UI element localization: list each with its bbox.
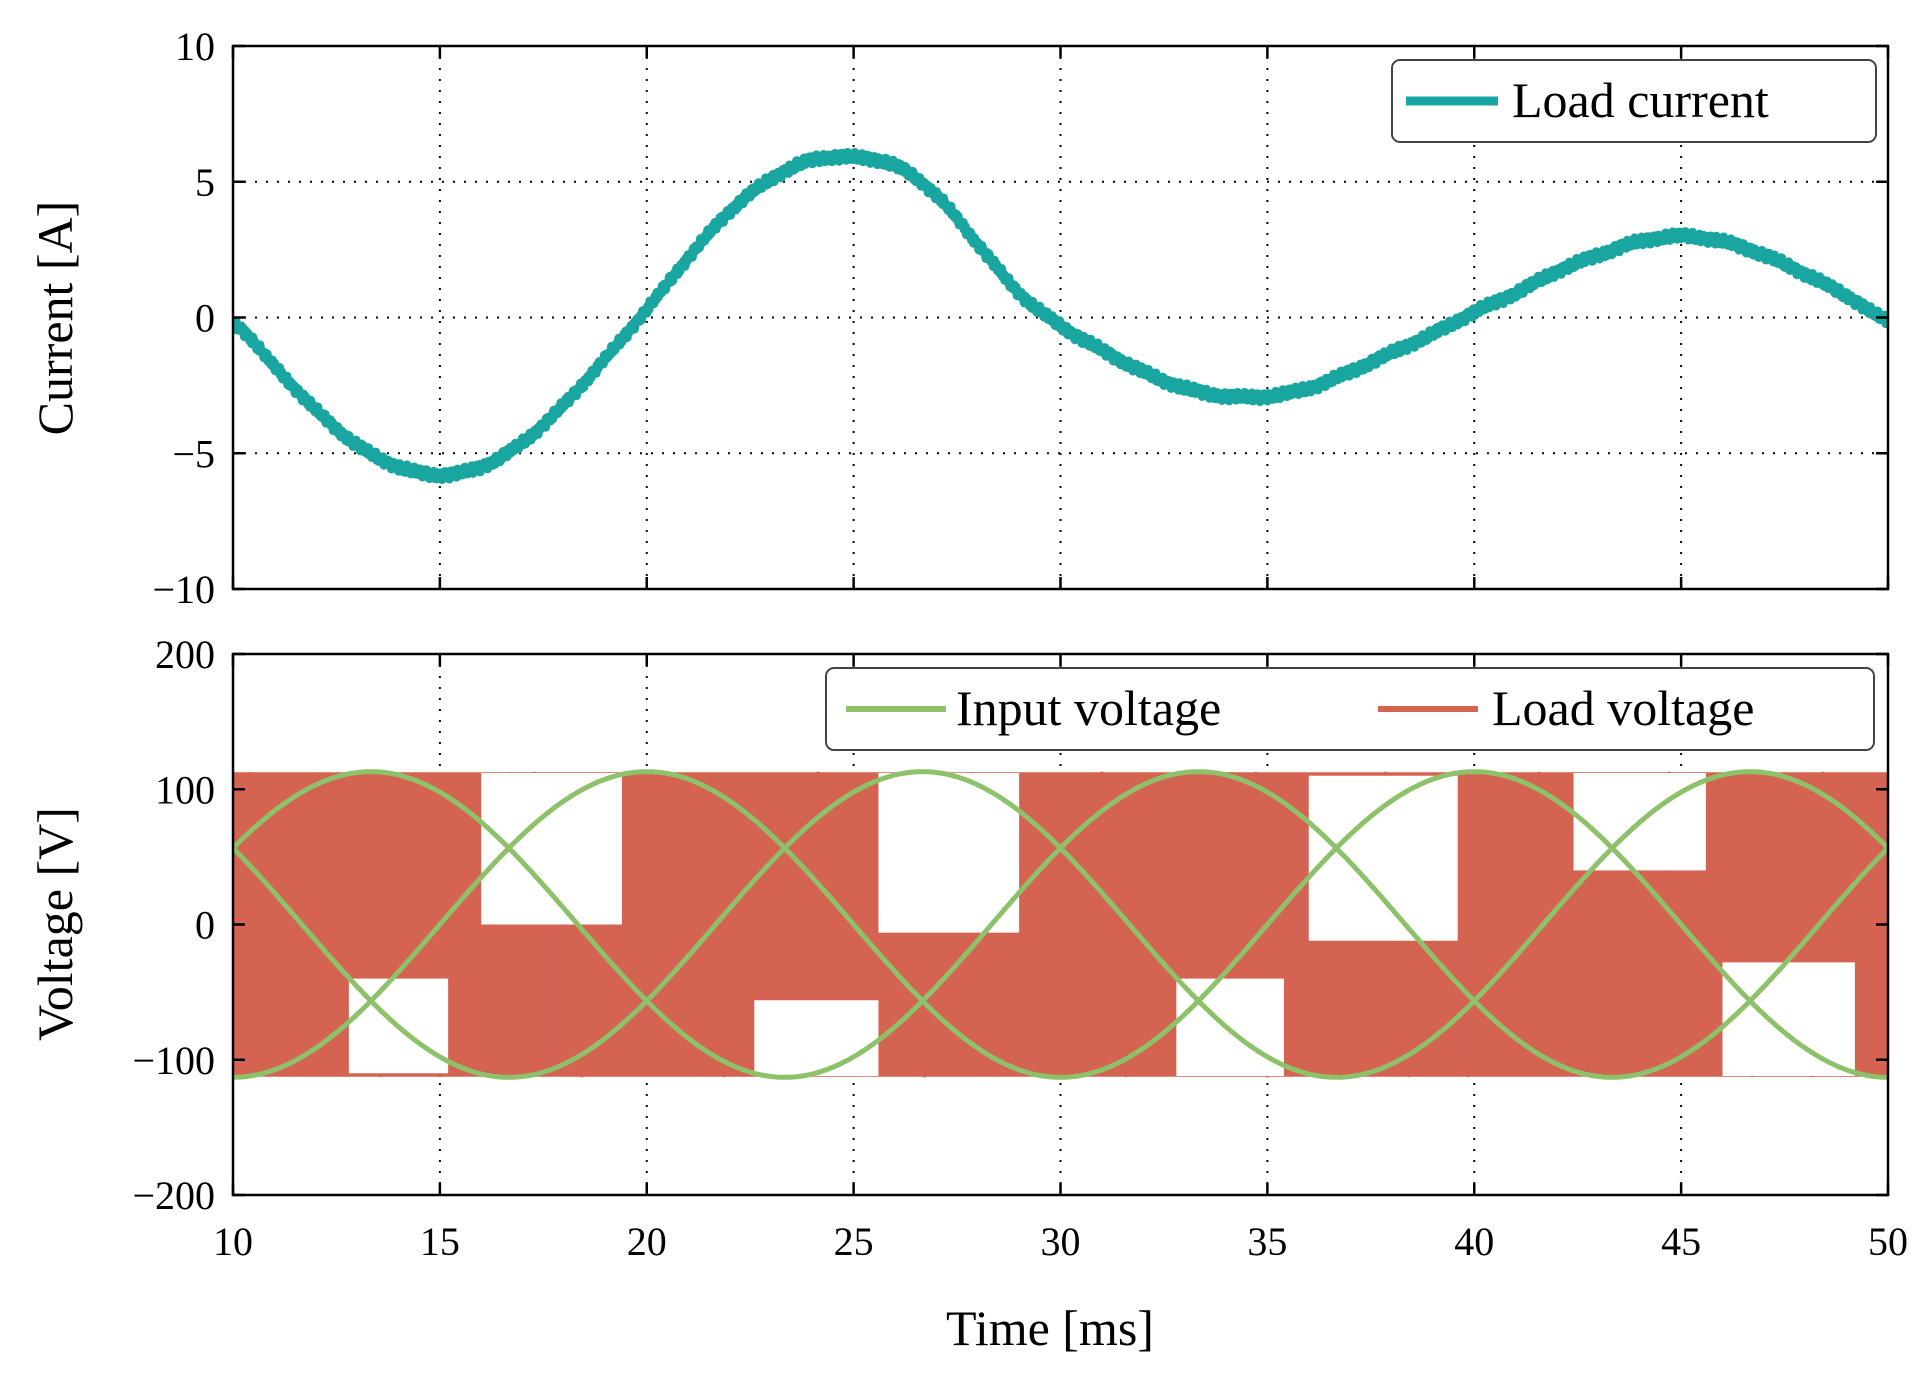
load-voltage-gap [1722,962,1855,1076]
y-tick-label: 0 [195,903,215,948]
x-tick-label: 25 [834,1219,874,1264]
x-axis-title: Time [ms] [946,1300,1154,1356]
bottom-x-tick-labels: 10 15 20 25 30 35 40 45 50 [213,1219,1908,1264]
y-tick-label: 100 [155,767,215,812]
y-tick-label: −10 [152,567,215,612]
x-tick-label: 15 [420,1219,460,1264]
legend-label-load-current: Load current [1512,72,1769,128]
bottom-ticks [231,652,1890,1197]
x-tick-label: 45 [1661,1219,1701,1264]
y-tick-label: −200 [132,1173,215,1218]
top-y-tick-labels: 10 5 0 −5 −10 [152,24,215,612]
top-y-axis-title: Current [A] [27,201,83,436]
top-legend: Load current [1391,59,1877,143]
x-tick-label: 40 [1454,1219,1494,1264]
x-tick-label: 50 [1868,1219,1908,1264]
bottom-y-tick-labels: 200 100 0 −100 −200 [132,632,215,1218]
top-ticks [231,44,1890,591]
y-tick-label: −100 [132,1038,215,1083]
legend-label-load-voltage: Load voltage [1492,680,1754,736]
load-voltage-gap [754,1000,879,1076]
top-legend-box [1391,59,1877,143]
y-tick-label: 0 [195,296,215,341]
top-panel: 10 5 0 −5 −10 Current [A] Load current [27,24,1890,612]
y-tick-label: 10 [175,24,215,69]
load-voltage-gaps [348,773,1855,1076]
x-tick-label: 30 [1041,1219,1081,1264]
load-voltage-gap [1308,775,1458,941]
load-current-line [233,148,1888,484]
y-tick-label: 5 [195,160,215,205]
input-voltage-phase-c [233,769,1888,1080]
x-tick-label: 20 [627,1219,667,1264]
legend-label-input-voltage: Input voltage [956,680,1221,736]
bottom-y-axis-title: Voltage [V] [27,807,83,1041]
bottom-panel: 200 100 0 −100 −200 10 15 20 25 30 35 40 45 50 Volta… [27,632,1908,1356]
x-tick-label: 10 [213,1219,253,1264]
bottom-legend: Input voltage Load voltage [825,667,1875,751]
load-voltage-gap [481,773,622,925]
y-tick-label: −5 [172,431,215,476]
bottom-legend-box [825,667,1875,751]
x-tick-label: 35 [1247,1219,1287,1264]
y-tick-label: 200 [155,632,215,677]
load-voltage-gap [878,773,1020,933]
